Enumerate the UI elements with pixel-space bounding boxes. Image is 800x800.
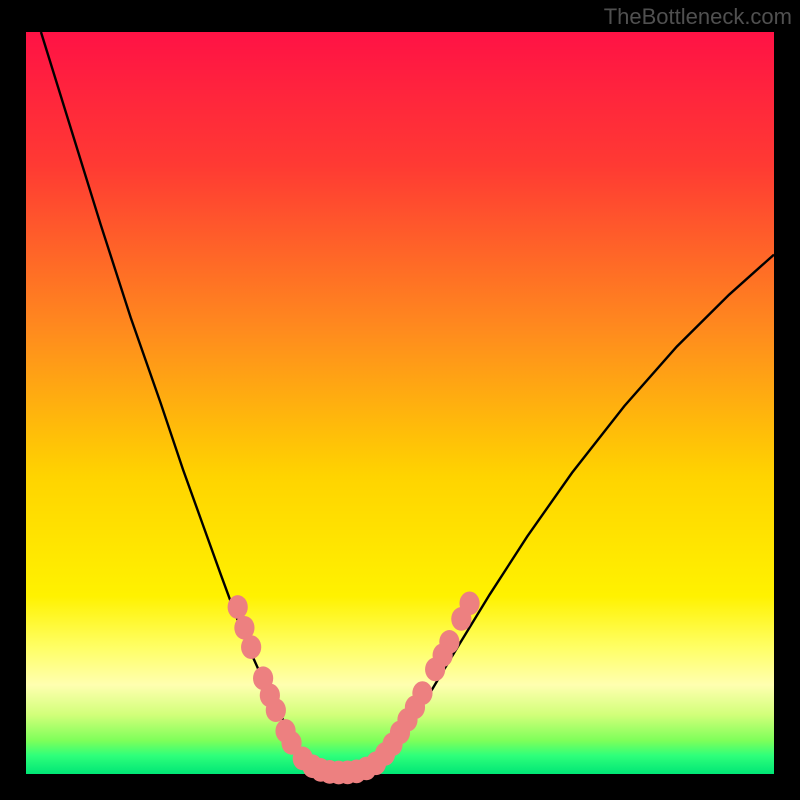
bead xyxy=(459,591,479,615)
plot-area xyxy=(26,32,774,774)
bead xyxy=(241,635,261,659)
watermark-text: TheBottleneck.com xyxy=(604,4,792,30)
curve-layer xyxy=(26,32,774,774)
curve-beads xyxy=(228,591,480,784)
bead xyxy=(266,698,286,722)
bottleneck-curve xyxy=(41,32,774,773)
bead xyxy=(412,681,432,705)
bead xyxy=(439,630,459,654)
chart-stage: TheBottleneck.com xyxy=(0,0,800,800)
bead xyxy=(228,595,248,619)
